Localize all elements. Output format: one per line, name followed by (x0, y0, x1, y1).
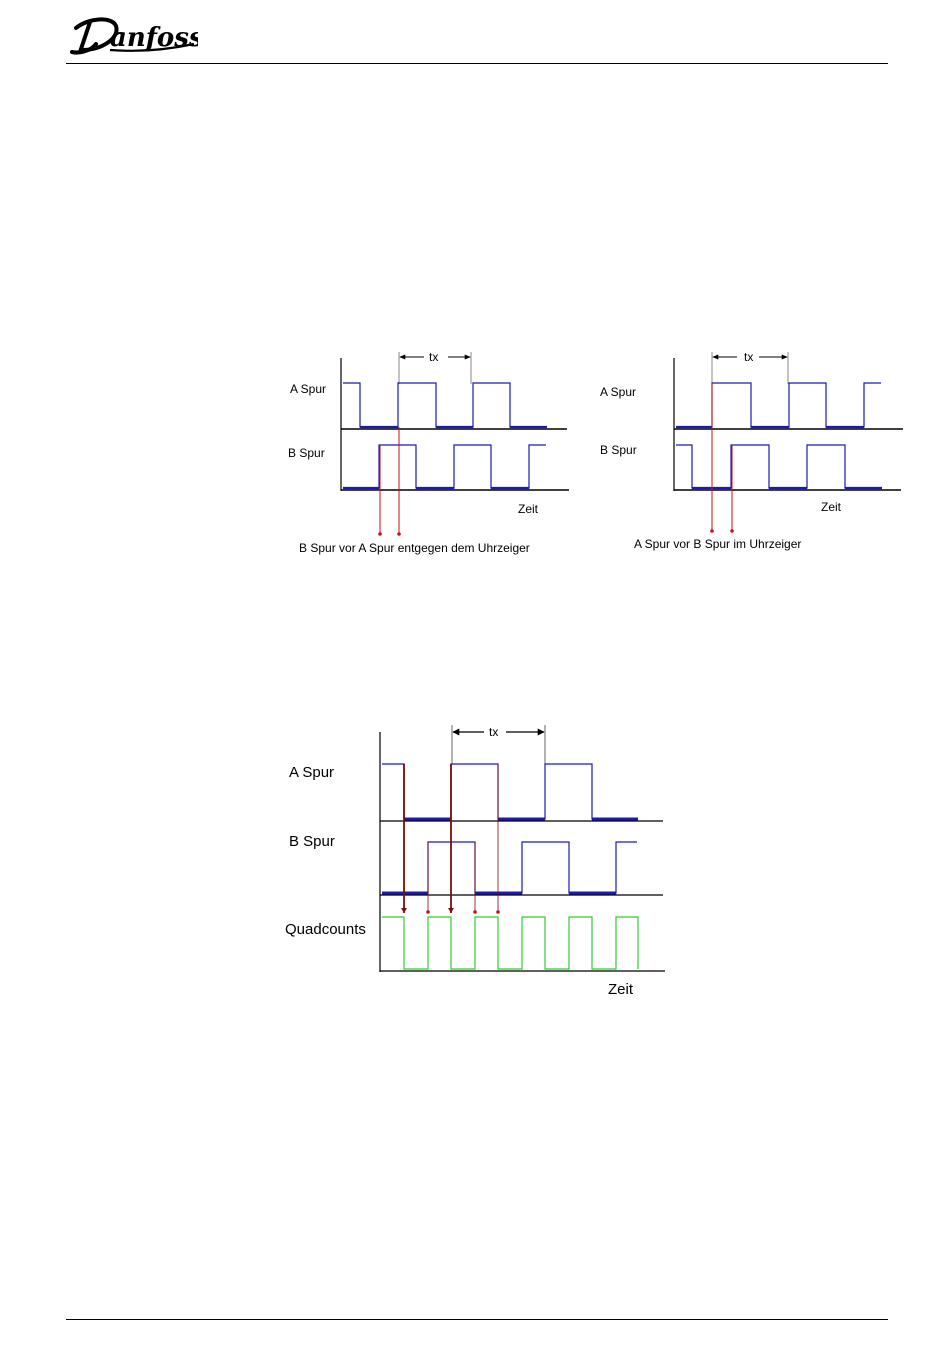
danfoss-logo: anfoss (70, 17, 198, 55)
b-track-label: B Spur (288, 446, 325, 460)
a-track-label: A Spur (289, 764, 334, 781)
time-axis-label: Zeit (821, 500, 842, 514)
b-track-label: B Spur (289, 833, 335, 850)
svg-text:anfoss: anfoss (110, 23, 198, 53)
a-track-label: A Spur (290, 382, 326, 396)
diagram-caption: B Spur vor A Spur entgegen dem Uhrzeiger (299, 541, 530, 555)
diagram-caption: A Spur vor B Spur im Uhrzeiger (634, 537, 801, 551)
period-label: tx (429, 350, 438, 364)
a-track-label: A Spur (600, 385, 636, 399)
time-axis-label: Zeit (518, 502, 539, 516)
quadcounts-label: Quadcounts (285, 921, 366, 938)
header-rule (66, 63, 888, 64)
period-label: tx (744, 350, 753, 364)
time-axis-label: Zeit (608, 981, 634, 998)
period-label: tx (489, 725, 498, 739)
b-track-label: B Spur (600, 443, 637, 457)
footer-rule (66, 1319, 888, 1320)
